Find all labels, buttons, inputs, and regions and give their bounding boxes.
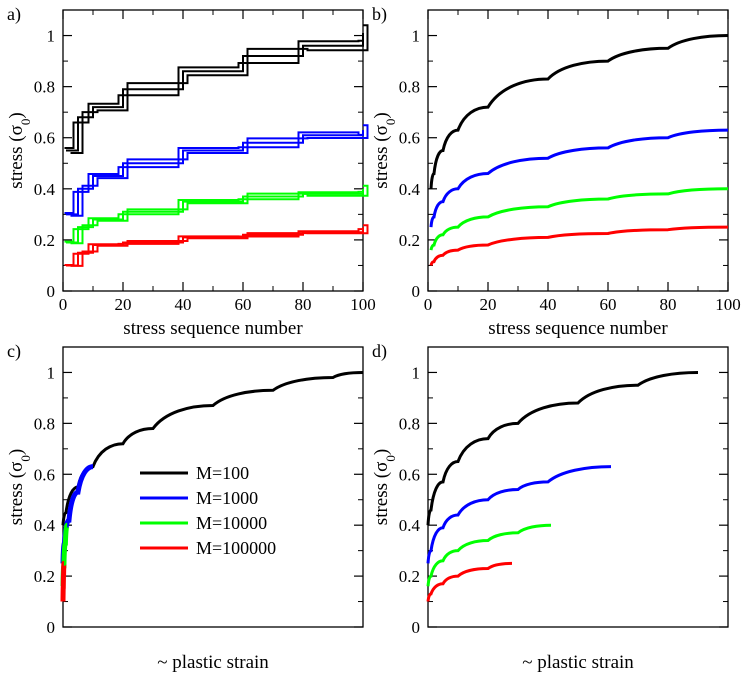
series-m-100-line — [61, 371, 364, 526]
y-tick-label: 1 — [47, 363, 56, 382]
series-m-1000-line — [70, 124, 369, 217]
x-axis-label: ~ plastic strain — [522, 652, 634, 673]
x-tick-label: 80 — [660, 295, 677, 314]
y-tick-label: 0 — [47, 282, 56, 301]
x-tick-label: 20 — [480, 295, 497, 314]
y-tick-label: 0.4 — [399, 516, 421, 535]
panel-label: d) — [372, 341, 387, 362]
y-tick-label: 0.6 — [34, 129, 55, 148]
series-m-10000-line — [66, 188, 364, 244]
series-m-100000-line — [429, 225, 729, 266]
y-tick-label: 0.8 — [34, 78, 55, 97]
series-m-1000-line — [429, 128, 729, 228]
y-tick-label: 0 — [412, 282, 421, 301]
y-tick-label: 0.4 — [34, 516, 56, 535]
series-m-1000-line — [64, 131, 363, 214]
y-tick-label: 0.8 — [399, 414, 420, 433]
series-m-100000-line — [60, 560, 67, 602]
x-tick-label: 60 — [235, 295, 252, 314]
y-axis-label: stress (σ0) — [371, 449, 398, 525]
series-m-1000-line — [426, 465, 612, 564]
y-tick-label: 0.4 — [34, 180, 56, 199]
x-tick-label: 40 — [540, 295, 557, 314]
plot-frame — [62, 346, 364, 628]
series-m-100-line — [64, 39, 363, 149]
y-tick-label: 1 — [412, 363, 421, 382]
y-tick-label: 1 — [412, 27, 421, 46]
y-axis-label: stress (σ0) — [6, 112, 33, 188]
x-tick-label: 60 — [600, 295, 617, 314]
legend-label: M=1000 — [196, 488, 258, 508]
plot-frame — [427, 346, 729, 628]
legend-label: M=10000 — [196, 513, 267, 533]
x-tick-label: 40 — [175, 295, 192, 314]
x-axis-label: stress sequence number — [123, 318, 303, 339]
panel-b: 0 0.2 0.4 0.6 0.8 1 0 20 40 60 80 100 stress sequenc… — [371, 4, 741, 339]
legend-label: M=100 — [196, 463, 249, 483]
legend-label: M=100000 — [196, 538, 276, 558]
series-m-10000-line — [426, 523, 552, 587]
series-m-100-line — [70, 24, 369, 154]
series-m-100000-line — [64, 228, 363, 266]
y-tick-label: 0 — [412, 618, 421, 637]
panel-c: 0 0.2 0.4 0.6 0.8 1 ~ plastic strain stress (σ0… — [6, 341, 364, 673]
y-tick-label: 0.6 — [34, 465, 55, 484]
series-m-100000-line — [70, 224, 369, 267]
panel-label: c) — [7, 341, 21, 362]
series-m-1000-line — [60, 464, 94, 564]
panel-label: a) — [7, 4, 21, 25]
y-tick-label: 0.2 — [34, 567, 55, 586]
panel-label: b) — [372, 4, 387, 25]
y-tick-label: 0.2 — [399, 567, 420, 586]
series-m-10000-line — [70, 184, 369, 245]
y-tick-label: 0.8 — [399, 78, 420, 97]
series-m-100000-line — [426, 561, 513, 602]
x-tick-label: 100 — [350, 295, 376, 314]
panel-d: 0 0.2 0.4 0.6 0.8 1 ~ plastic strain stress (σ0… — [371, 341, 729, 673]
y-axis-label: stress (σ0) — [6, 449, 33, 525]
x-tick-label: 0 — [59, 295, 68, 314]
series-m-100-line — [429, 34, 729, 189]
y-tick-label: 0.2 — [34, 231, 55, 250]
series-m-100-line — [426, 371, 699, 526]
series-m-10000-line — [429, 187, 729, 251]
y-tick-label: 0.8 — [34, 414, 55, 433]
y-tick-label: 1 — [47, 27, 56, 46]
x-tick-label: 80 — [295, 295, 312, 314]
x-axis-label: stress sequence number — [488, 318, 668, 339]
y-tick-label: 0.6 — [399, 129, 420, 148]
y-tick-label: 0.6 — [399, 465, 420, 484]
y-tick-label: 0.4 — [399, 180, 421, 199]
x-tick-label: 100 — [715, 295, 741, 314]
y-tick-label: 0 — [47, 618, 56, 637]
y-tick-label: 0.2 — [399, 231, 420, 250]
series-m-10000-line — [64, 190, 363, 243]
x-tick-label: 0 — [424, 295, 433, 314]
x-tick-label: 20 — [115, 295, 132, 314]
panel-a: 0 0.2 0.4 0.6 0.8 1 0 20 40 60 80 100 stress sequenc… — [6, 4, 376, 339]
y-axis-label: stress (σ0) — [371, 112, 398, 188]
x-axis-label: ~ plastic strain — [157, 652, 269, 673]
